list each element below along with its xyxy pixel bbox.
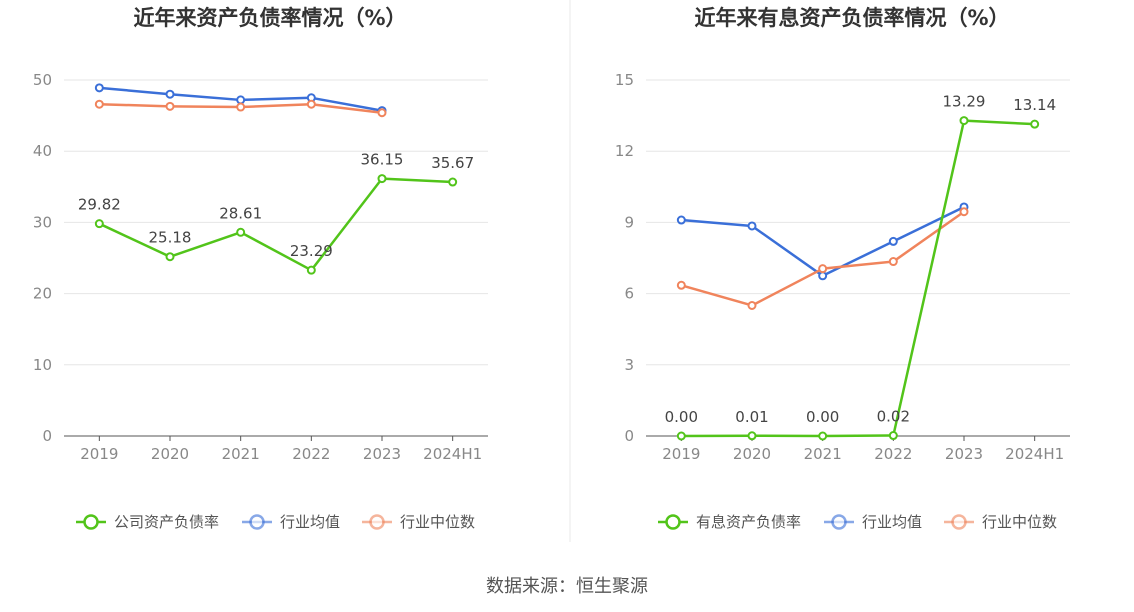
- legend-marker: [83, 514, 99, 530]
- x-tick-label: 2020: [151, 445, 189, 463]
- legend-label: 公司资产负债率: [114, 513, 219, 531]
- data-label: 25.18: [149, 229, 192, 247]
- data-point: [306, 99, 316, 109]
- y-tick-label: 40: [33, 142, 52, 160]
- y-tick-label: 15: [615, 71, 634, 89]
- data-point: [676, 215, 686, 225]
- series-line-2: [680, 210, 965, 307]
- data-source: 数据来源：恒生聚源: [486, 576, 648, 597]
- y-tick-label: 10: [33, 356, 52, 374]
- x-tick-label: 2021: [222, 445, 260, 463]
- data-point: [306, 265, 316, 275]
- data-label: 28.61: [219, 204, 262, 222]
- data-point: [676, 280, 686, 290]
- x-tick-label: 2022: [874, 445, 912, 463]
- data-label: 35.67: [431, 154, 474, 172]
- data-point: [888, 431, 898, 441]
- data-point: [94, 219, 104, 229]
- data-label: 0.01: [735, 408, 768, 426]
- legend-marker: [831, 514, 847, 530]
- data-point: [377, 174, 387, 184]
- data-label: 23.29: [290, 242, 333, 260]
- series-line-0: [98, 177, 453, 272]
- chart-title: 近年来资产负债率情况（%）: [133, 6, 406, 30]
- y-tick-label: 12: [615, 142, 634, 160]
- x-tick-label: 2019: [80, 445, 118, 463]
- y-tick-label: 0: [624, 427, 634, 445]
- y-tick-label: 9: [624, 213, 634, 231]
- y-tick-label: 30: [33, 213, 52, 231]
- y-tick-label: 6: [624, 285, 634, 303]
- legend-marker: [665, 514, 681, 530]
- data-point: [236, 227, 246, 237]
- data-point: [448, 177, 458, 187]
- data-point: [94, 99, 104, 109]
- legend-label: 行业均值: [280, 513, 340, 531]
- x-tick-label: 2021: [804, 445, 842, 463]
- legend-marker: [369, 514, 385, 530]
- legend-marker: [249, 514, 265, 530]
- data-point: [959, 116, 969, 126]
- data-point: [747, 221, 757, 231]
- data-label: 0.02: [877, 408, 910, 426]
- data-point: [236, 102, 246, 112]
- y-tick-label: 20: [33, 285, 52, 303]
- legend-label: 行业均值: [862, 513, 922, 531]
- legend-label: 行业中位数: [982, 513, 1057, 531]
- x-tick-label: 2024H1: [1005, 445, 1064, 463]
- data-point: [377, 108, 387, 118]
- legend-label: 有息资产负债率: [696, 513, 801, 531]
- x-tick-label: 2020: [733, 445, 771, 463]
- data-label: 0.00: [665, 408, 698, 426]
- data-label: 13.29: [943, 93, 986, 111]
- data-point: [888, 236, 898, 246]
- legend-label: 行业中位数: [400, 513, 475, 531]
- x-tick-label: 2022: [292, 445, 330, 463]
- data-point: [676, 431, 686, 441]
- data-point: [818, 264, 828, 274]
- y-tick-label: 3: [624, 356, 634, 374]
- y-tick-label: 50: [33, 71, 52, 89]
- data-point: [94, 83, 104, 93]
- data-point: [1030, 119, 1040, 129]
- y-tick-label: 0: [42, 427, 52, 445]
- x-tick-label: 2019: [662, 445, 700, 463]
- legend-marker: [951, 514, 967, 530]
- x-tick-label: 2023: [363, 445, 401, 463]
- data-point: [888, 257, 898, 267]
- series-line-0: [681, 119, 1035, 438]
- data-point: [165, 89, 175, 99]
- data-label: 29.82: [78, 196, 121, 214]
- data-point: [818, 271, 828, 281]
- x-tick-label: 2024H1: [423, 445, 482, 463]
- data-point: [165, 252, 175, 262]
- data-point: [747, 431, 757, 441]
- x-tick-label: 2023: [945, 445, 983, 463]
- data-point: [959, 207, 969, 217]
- data-point: [818, 431, 828, 441]
- data-label: 13.14: [1013, 96, 1056, 114]
- data-label: 0.00: [806, 408, 839, 426]
- chart-title: 近年来有息资产负债率情况（%）: [694, 6, 1009, 30]
- data-point: [236, 95, 246, 105]
- data-label: 36.15: [361, 151, 404, 169]
- data-point: [747, 300, 757, 310]
- data-point: [165, 101, 175, 111]
